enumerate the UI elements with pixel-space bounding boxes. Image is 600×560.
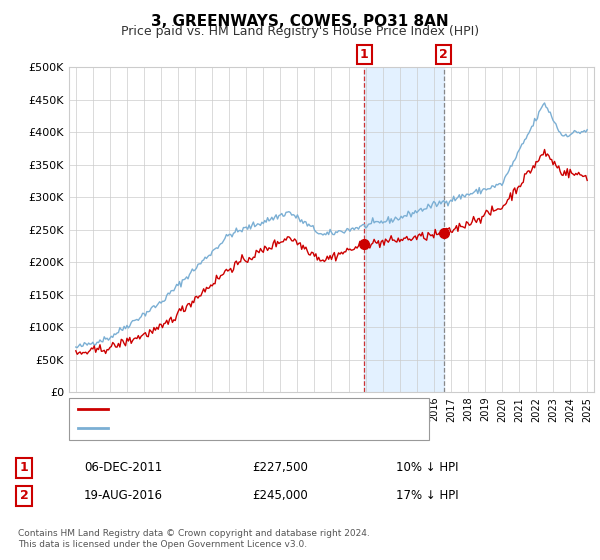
Text: 1: 1 <box>20 461 28 474</box>
Text: 19-AUG-2016: 19-AUG-2016 <box>84 489 163 502</box>
Text: HPI: Average price, detached house, Isle of Wight: HPI: Average price, detached house, Isle… <box>114 423 389 433</box>
Text: £245,000: £245,000 <box>252 489 308 502</box>
Text: 1: 1 <box>360 48 368 60</box>
Text: Price paid vs. HM Land Registry's House Price Index (HPI): Price paid vs. HM Land Registry's House … <box>121 25 479 38</box>
Text: 3, GREENWAYS, COWES, PO31 8AN: 3, GREENWAYS, COWES, PO31 8AN <box>151 14 449 29</box>
Text: 2: 2 <box>439 48 448 60</box>
Text: 06-DEC-2011: 06-DEC-2011 <box>84 461 162 474</box>
Text: 10% ↓ HPI: 10% ↓ HPI <box>396 461 458 474</box>
Text: 3, GREENWAYS, COWES, PO31 8AN (detached house): 3, GREENWAYS, COWES, PO31 8AN (detached … <box>114 404 412 414</box>
Bar <box>364 67 443 392</box>
Text: £227,500: £227,500 <box>252 461 308 474</box>
Text: 2: 2 <box>20 489 28 502</box>
Text: Contains HM Land Registry data © Crown copyright and database right 2024.
This d: Contains HM Land Registry data © Crown c… <box>18 529 370 549</box>
Text: 17% ↓ HPI: 17% ↓ HPI <box>396 489 458 502</box>
